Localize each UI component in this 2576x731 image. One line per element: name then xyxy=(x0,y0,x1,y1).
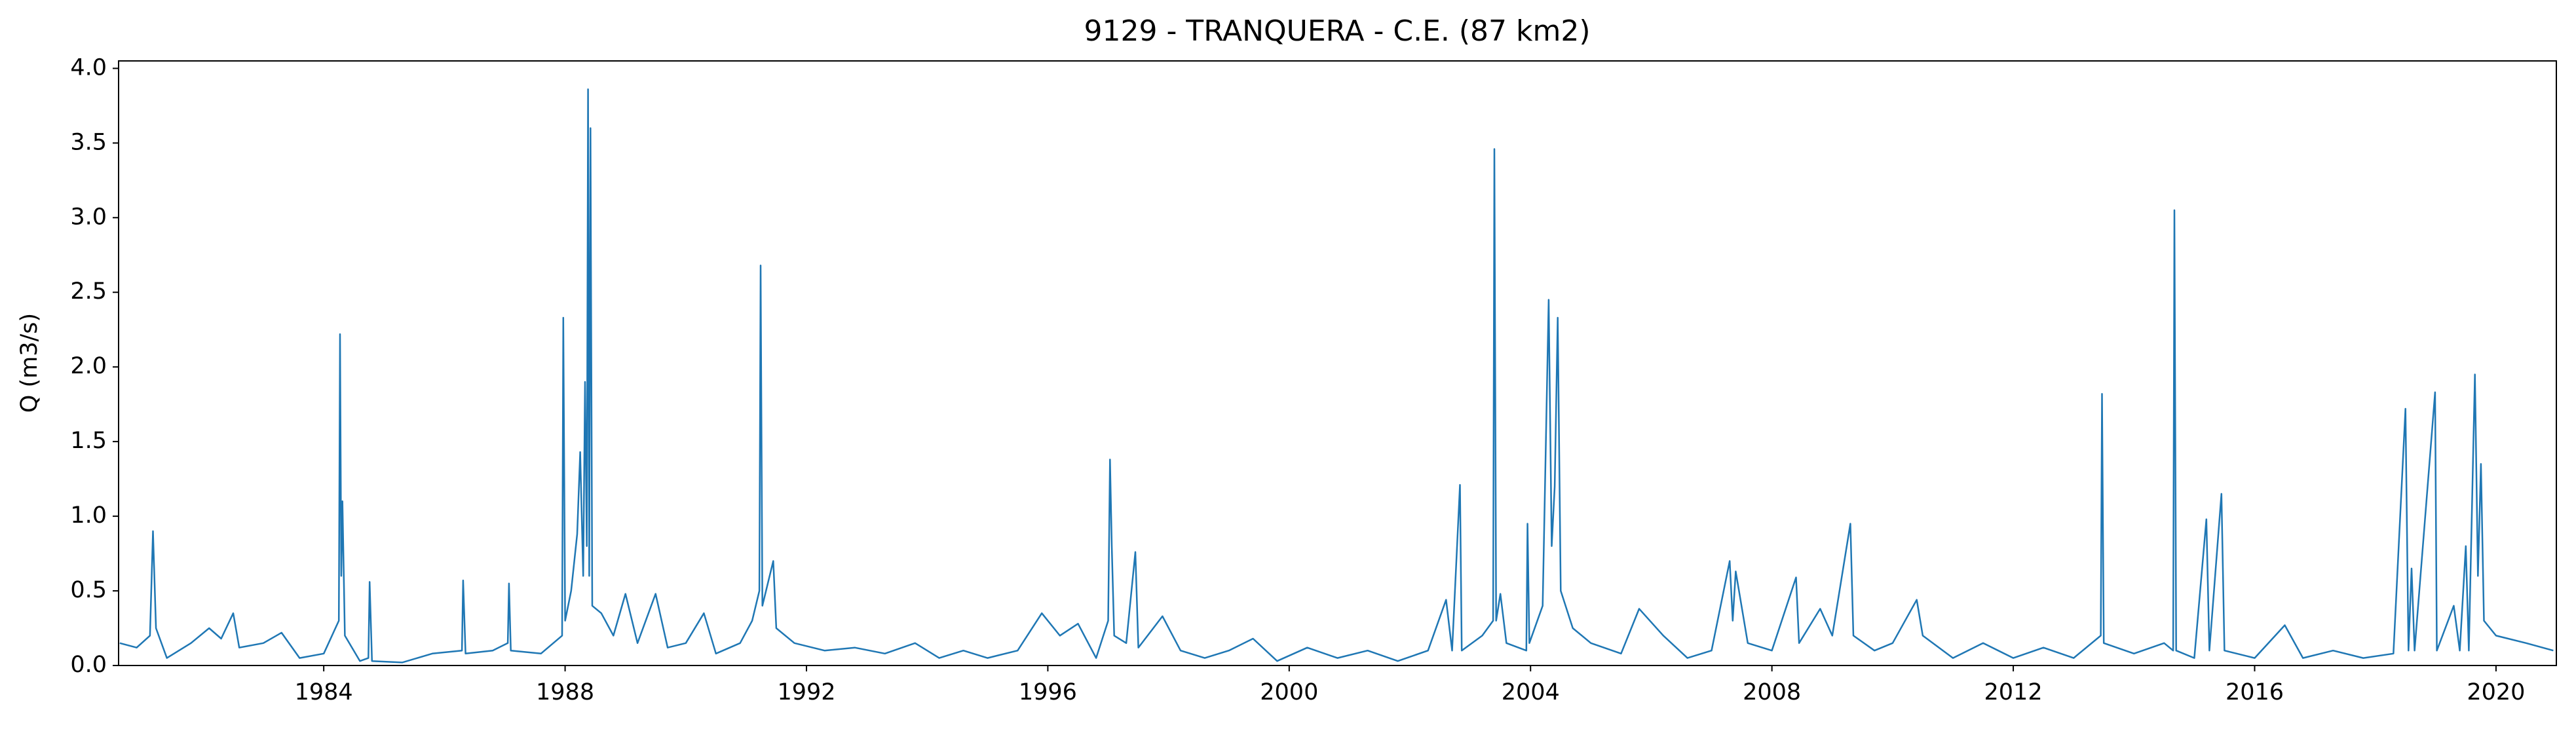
x-tick-label: 1992 xyxy=(777,679,835,705)
y-tick-label: 1.5 xyxy=(70,428,107,454)
x-tick-label: 2008 xyxy=(1743,679,1801,705)
y-tick-label: 1.0 xyxy=(70,502,107,529)
y-tick-label: 4.0 xyxy=(70,54,107,81)
y-axis-label: Q (m3/s) xyxy=(16,313,43,413)
data-line xyxy=(119,88,2554,664)
x-tick-label: 2000 xyxy=(1260,679,1318,705)
y-tick-label: 2.0 xyxy=(70,353,107,379)
plot-frame xyxy=(118,60,2557,666)
x-tick-label: 2004 xyxy=(1502,679,1560,705)
y-tick-label: 0.5 xyxy=(70,577,107,603)
y-tick-label: 3.5 xyxy=(70,129,107,155)
x-tick-label: 1996 xyxy=(1019,679,1077,705)
y-tick-label: 2.5 xyxy=(70,278,107,305)
y-tick-label: 3.0 xyxy=(70,204,107,230)
y-tick-label: 0.0 xyxy=(70,652,107,678)
x-tick-label: 1988 xyxy=(536,679,594,705)
chart-title: 9129 - TRANQUERA - C.E. (87 km2) xyxy=(1084,14,1590,48)
x-tick-label: 2016 xyxy=(2226,679,2284,705)
x-tick-label: 2012 xyxy=(1984,679,2043,705)
x-tick-label: 2020 xyxy=(2467,679,2525,705)
x-tick-label: 1984 xyxy=(295,679,353,705)
